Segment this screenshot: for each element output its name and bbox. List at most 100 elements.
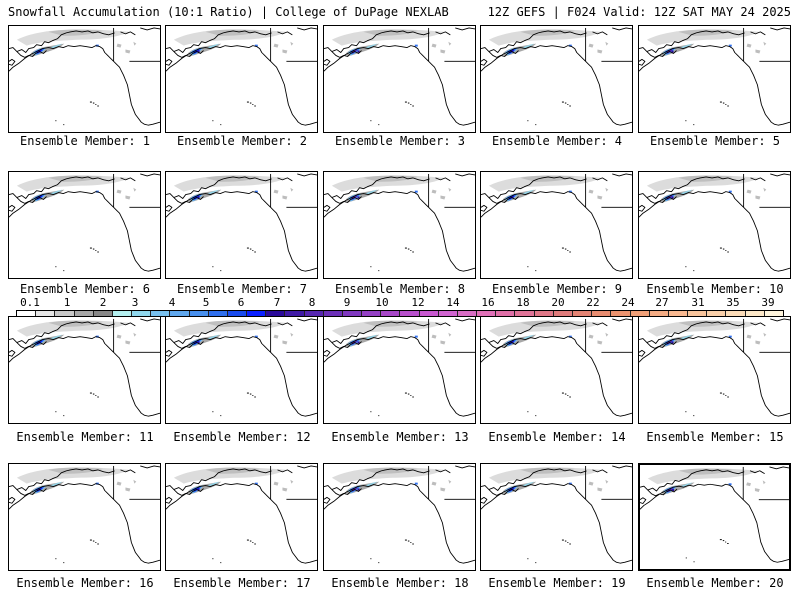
ensemble-member-label: Ensemble Member: 13 (331, 430, 469, 444)
colorbar-tick-label: 5 (202, 296, 210, 309)
ensemble-member-map-7[interactable] (165, 171, 318, 279)
colorbar-swatch (227, 311, 248, 316)
ensemble-member-map-15[interactable] (638, 316, 791, 424)
ensemble-member-map-1[interactable] (8, 25, 161, 133)
ensemble-member-map-8[interactable] (323, 171, 476, 279)
colorbar-tick-label: 31 (691, 296, 705, 309)
colorbar-swatch (745, 311, 765, 316)
map-canvas (324, 27, 475, 126)
colorbar-tick-label: 20 (551, 296, 565, 309)
colorbar-swatch (592, 311, 612, 316)
ensemble-member-map-14[interactable] (480, 316, 633, 424)
colorbar-swatch (553, 311, 573, 316)
colorbar-tick-label: 3 (131, 296, 139, 309)
ensemble-member-map-16[interactable] (8, 463, 161, 571)
colorbar-tick-label: 14 (446, 296, 460, 309)
ensemble-member-map-13[interactable] (323, 316, 476, 424)
ensemble-member-label: Ensemble Member: 15 (646, 430, 784, 444)
map-canvas (481, 318, 632, 417)
colorbar-swatch (668, 311, 689, 316)
run-valid-time: 12Z GEFS | F024 Valid: 12Z SAT MAY 24 20… (487, 5, 791, 19)
map-canvas (481, 27, 632, 126)
ensemble-member-map-9[interactable] (480, 171, 633, 279)
colorbar-swatch (649, 311, 669, 316)
ensemble-member-map-17[interactable] (165, 463, 318, 571)
colorbar-tick-label: 27 (655, 296, 669, 309)
colorbar-tick-label: 7 (273, 296, 281, 309)
ensemble-member-label: Ensemble Member: 5 (649, 134, 781, 148)
colorbar-swatch (707, 311, 727, 316)
map-canvas (639, 318, 790, 417)
ensemble-member-map-19[interactable] (480, 463, 633, 571)
ensemble-member-label: Ensemble Member: 19 (488, 576, 626, 590)
ensemble-member-map-5[interactable] (638, 25, 791, 133)
colorbar-swatch (170, 311, 190, 316)
ensemble-member-map-11[interactable] (8, 316, 161, 424)
colorbar-swatch (208, 311, 228, 316)
ensemble-member-label: Ensemble Member: 17 (173, 576, 311, 590)
ensemble-member-map-12[interactable] (165, 316, 318, 424)
colorbar-swatch (189, 311, 209, 316)
colorbar-swatch (151, 311, 171, 316)
colorbar-swatch (496, 311, 516, 316)
map-canvas (9, 465, 160, 564)
colorbar-tick-label: 10 (375, 296, 389, 309)
ensemble-member-label: Ensemble Member: 4 (491, 134, 623, 148)
colorbar-swatch (93, 311, 113, 316)
ensemble-member-map-6[interactable] (8, 171, 161, 279)
ensemble-member-map-2[interactable] (165, 25, 318, 133)
colorbar-tick-label: 12 (411, 296, 425, 309)
colorbar-tick-label: 22 (586, 296, 600, 309)
ensemble-member-label: Ensemble Member: 18 (331, 576, 469, 590)
ensemble-member-map-3[interactable] (323, 25, 476, 133)
colorbar-swatch (477, 311, 497, 316)
ensemble-member-label: Ensemble Member: 12 (173, 430, 311, 444)
map-canvas (166, 27, 317, 126)
ensemble-member-map-10[interactable] (638, 171, 791, 279)
colorbar-tick-label: 9 (343, 296, 351, 309)
colorbar-swatch (438, 311, 458, 316)
colorbar-swatch (515, 311, 535, 316)
map-canvas (324, 173, 475, 272)
colorbar-tick-label: 0.1 (20, 296, 40, 309)
map-title: Snowfall Accumulation (10:1 Ratio) | Col… (8, 5, 449, 19)
colorbar-swatch (55, 311, 75, 316)
colorbar-tick-label: 4 (168, 296, 176, 309)
map-canvas (166, 318, 317, 417)
colorbar-tick-label: 1 (63, 296, 71, 309)
colorbar-tick-label: 2 (99, 296, 107, 309)
colorbar-swatch (572, 311, 593, 316)
colorbar-swatch (764, 311, 783, 316)
colorbar-swatch (342, 311, 363, 316)
ensemble-member-label: Ensemble Member: 6 (19, 282, 151, 296)
colorbar-swatch (457, 311, 478, 316)
ensemble-member-label: Ensemble Member: 7 (176, 282, 308, 296)
colorbar-swatch (285, 311, 305, 316)
map-canvas (639, 173, 790, 272)
map-canvas (324, 318, 475, 417)
colorbar-tick-label: 16 (481, 296, 495, 309)
colorbar-swatch (419, 311, 439, 316)
ensemble-member-map-18[interactable] (323, 463, 476, 571)
ensemble-member-label: Ensemble Member: 14 (488, 430, 626, 444)
colorbar-swatch (74, 311, 94, 316)
colorbar-swatch (36, 311, 56, 316)
map-canvas (9, 27, 160, 126)
colorbar-swatch (726, 311, 746, 316)
colorbar-swatch (112, 311, 133, 316)
ensemble-member-map-4[interactable] (480, 25, 633, 133)
map-canvas (9, 318, 160, 417)
colorbar-swatch (400, 311, 420, 316)
map-canvas (324, 465, 475, 564)
ensemble-member-label: Ensemble Member: 2 (176, 134, 308, 148)
colorbar-swatch (611, 311, 631, 316)
colorbar-swatch (362, 311, 382, 316)
snowfall-colorbar (16, 310, 784, 317)
colorbar-swatch (688, 311, 708, 316)
map-canvas (640, 466, 789, 563)
map-canvas (481, 173, 632, 272)
ensemble-member-map-20[interactable] (638, 463, 791, 571)
map-canvas (166, 465, 317, 564)
map-canvas (481, 465, 632, 564)
colorbar-swatch (132, 311, 152, 316)
